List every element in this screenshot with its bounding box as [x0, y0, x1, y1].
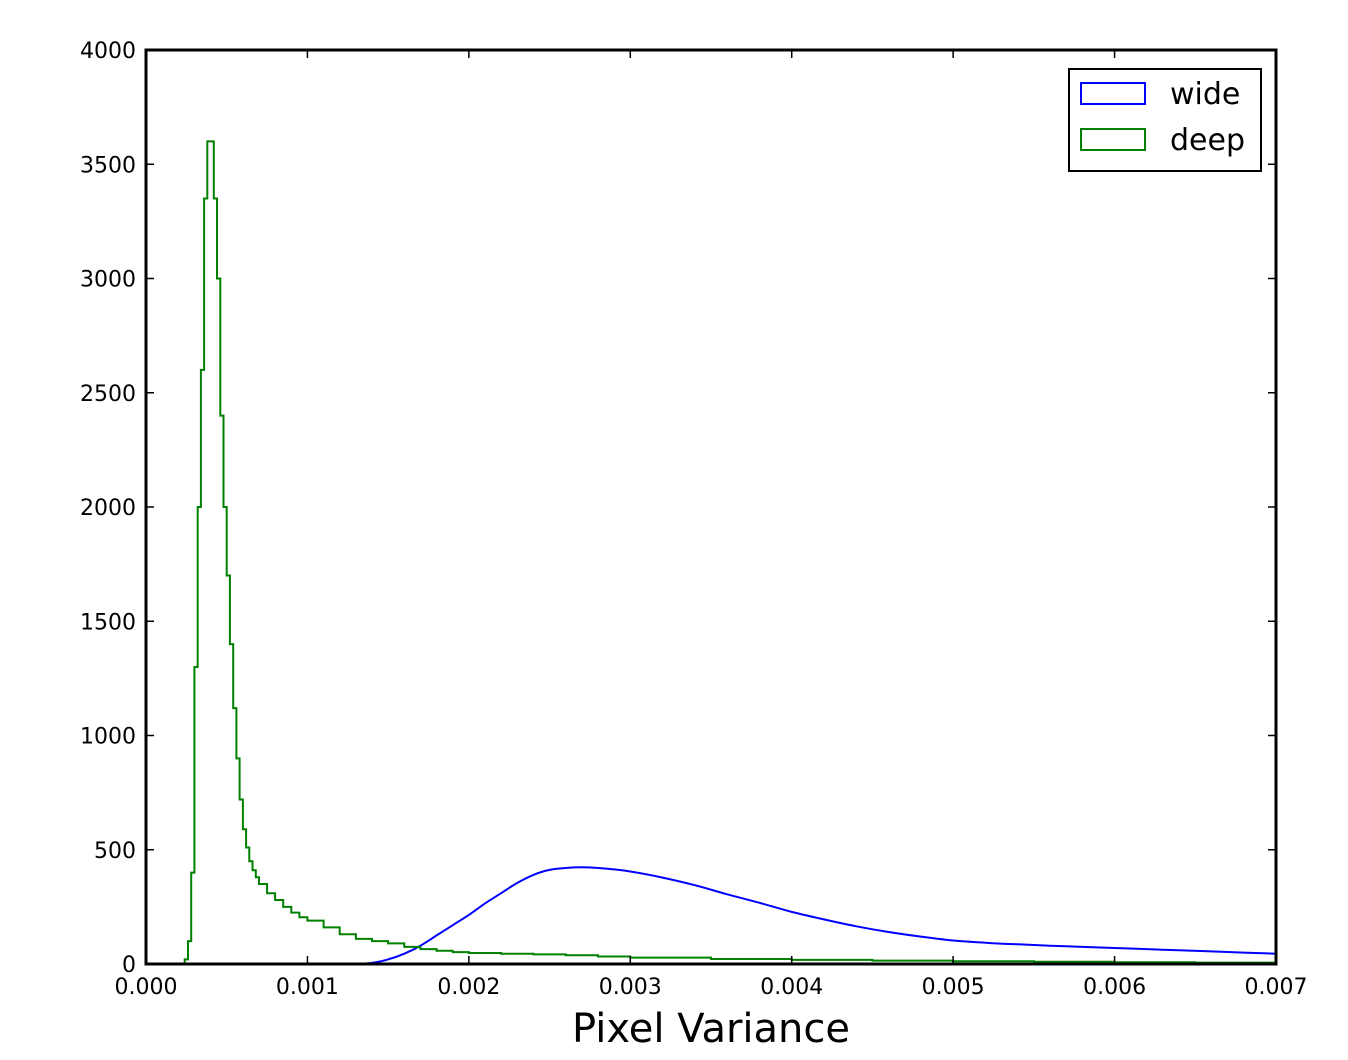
y-tick-label: 1000 [80, 725, 136, 750]
tick-label-layer: 0.000 0.001 0.002 0.003 0.004 0.005 0.006 0.007… [80, 39, 1307, 1000]
y-tick-label: 1500 [80, 610, 136, 635]
y-tick-label: 0 [122, 953, 136, 978]
x-tick-label: 0.001 [276, 975, 339, 1000]
y-tick-label: 2500 [80, 382, 136, 407]
x-tick-label: 0.004 [760, 975, 823, 1000]
series-line-wide [355, 866, 1276, 964]
legend-swatch-deep [1080, 128, 1146, 151]
legend: wide deep [1068, 68, 1262, 172]
x-tick-label: 0.006 [1083, 975, 1146, 1000]
y-tick-label: 4000 [80, 39, 136, 64]
y-tick-label: 500 [94, 839, 136, 864]
x-tick-label: 0.005 [922, 975, 985, 1000]
x-axis-title: Pixel Variance [572, 1006, 850, 1052]
x-tick-label: 0.000 [115, 975, 178, 1000]
series-line-deep [178, 140, 1276, 964]
y-tick-label: 2000 [80, 496, 136, 521]
plot-frame [144, 48, 1278, 966]
legend-label-wide: wide [1170, 77, 1240, 112]
x-tick-label: 0.007 [1245, 975, 1308, 1000]
x-tick-label: 0.002 [437, 975, 500, 1000]
y-tick-label: 3000 [80, 268, 136, 293]
series-layer [178, 140, 1276, 964]
x-tick-label: 0.003 [599, 975, 662, 1000]
legend-label-deep: deep [1170, 123, 1245, 158]
y-tick-label: 3500 [80, 153, 136, 178]
legend-box [1068, 68, 1262, 172]
tick-layer [145, 49, 1277, 965]
legend-swatch-wide [1080, 82, 1146, 105]
